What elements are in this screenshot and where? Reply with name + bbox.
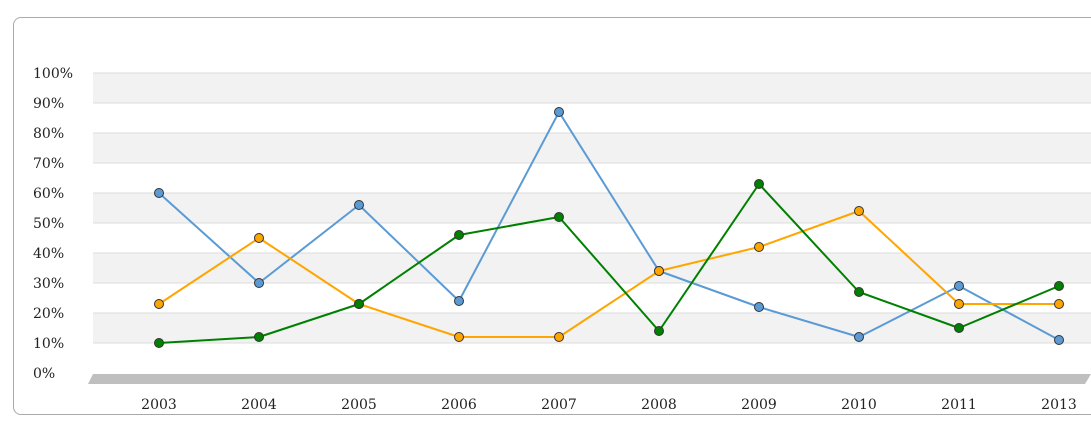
series-lines bbox=[158, 111, 1060, 344]
data-point[interactable] bbox=[854, 332, 864, 342]
chart-floor bbox=[88, 374, 1091, 384]
grid-band bbox=[93, 253, 1091, 283]
x-tick-label: 2009 bbox=[741, 397, 777, 413]
data-point[interactable] bbox=[354, 299, 364, 309]
data-point[interactable] bbox=[154, 338, 164, 348]
x-axis-ticks: 2003 2004 2005 2006 2007 2008 2009 2010 2011 2013 bbox=[141, 397, 1077, 413]
y-tick-label: 60% bbox=[33, 186, 64, 202]
data-point[interactable] bbox=[854, 287, 864, 297]
data-point[interactable] bbox=[754, 242, 764, 252]
x-tick-label: 2011 bbox=[941, 397, 977, 413]
data-point[interactable] bbox=[654, 266, 664, 276]
grid-band bbox=[93, 73, 1091, 103]
data-point[interactable] bbox=[1054, 299, 1064, 309]
data-point[interactable] bbox=[954, 299, 964, 309]
data-point[interactable] bbox=[254, 233, 264, 243]
grid-bands bbox=[93, 72, 1091, 373]
series-points bbox=[154, 107, 1064, 348]
data-point[interactable] bbox=[454, 296, 464, 306]
y-axis-ticks: 0% 10% 20% 30% 40% 50% 60% 70% 80% 90% 100% bbox=[33, 66, 73, 382]
x-tick-label: 2003 bbox=[141, 397, 177, 413]
y-tick-label: 80% bbox=[33, 126, 64, 142]
x-tick-label: 2004 bbox=[241, 397, 277, 413]
data-point[interactable] bbox=[354, 200, 364, 210]
data-point[interactable] bbox=[554, 332, 564, 342]
grid-band bbox=[93, 163, 1091, 193]
x-tick-label: 2006 bbox=[441, 397, 477, 413]
grid-band bbox=[93, 343, 1091, 373]
data-point[interactable] bbox=[554, 107, 564, 117]
grid-band bbox=[93, 133, 1091, 163]
data-point[interactable] bbox=[754, 302, 764, 312]
grid-band bbox=[93, 103, 1091, 133]
y-tick-label: 10% bbox=[33, 336, 64, 352]
x-tick-label: 2013 bbox=[1041, 397, 1077, 413]
y-tick-label: 40% bbox=[33, 246, 64, 262]
series-line bbox=[158, 111, 1060, 341]
data-point[interactable] bbox=[954, 323, 964, 333]
x-tick-label: 2005 bbox=[341, 397, 377, 413]
data-point[interactable] bbox=[154, 188, 164, 198]
x-tick-label: 2007 bbox=[541, 397, 577, 413]
data-point[interactable] bbox=[254, 278, 264, 288]
data-point[interactable] bbox=[854, 206, 864, 216]
y-tick-label: 30% bbox=[33, 276, 64, 292]
x-tick-label: 2010 bbox=[841, 397, 877, 413]
y-tick-label: 100% bbox=[33, 66, 73, 82]
data-point[interactable] bbox=[154, 299, 164, 309]
grid-band bbox=[93, 193, 1091, 223]
y-tick-label: 90% bbox=[33, 96, 64, 112]
y-tick-label: 20% bbox=[33, 306, 64, 322]
data-point[interactable] bbox=[454, 230, 464, 240]
data-point[interactable] bbox=[754, 179, 764, 189]
grid-band bbox=[93, 283, 1091, 313]
data-point[interactable] bbox=[954, 281, 964, 291]
data-point[interactable] bbox=[554, 212, 564, 222]
y-tick-label: 70% bbox=[33, 156, 64, 172]
y-tick-label: 50% bbox=[33, 216, 64, 232]
chart-floor-shape bbox=[88, 374, 1091, 384]
data-point[interactable] bbox=[254, 332, 264, 342]
data-point[interactable] bbox=[1054, 281, 1064, 291]
data-point[interactable] bbox=[1054, 335, 1064, 345]
series-line bbox=[158, 183, 1060, 344]
data-point[interactable] bbox=[454, 332, 464, 342]
data-point[interactable] bbox=[654, 326, 664, 336]
y-tick-label: 0% bbox=[33, 366, 55, 382]
x-tick-label: 2008 bbox=[641, 397, 677, 413]
series-line bbox=[158, 210, 1059, 338]
